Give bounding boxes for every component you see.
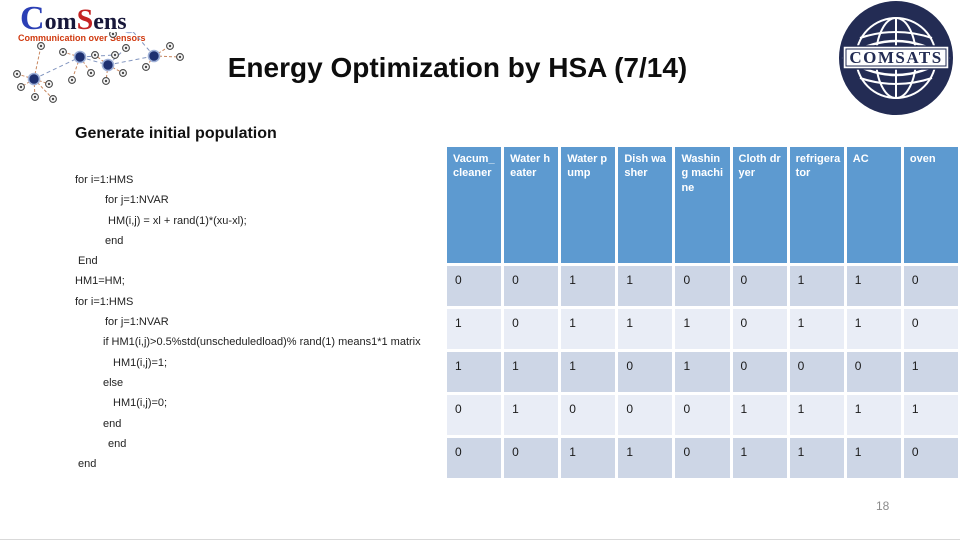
table-header-cell: Water pump: [561, 147, 616, 263]
code-line: for j=1:NVAR: [105, 316, 169, 329]
code-line: for i=1:HMS: [75, 174, 134, 186]
table-cell: 0: [903, 438, 958, 478]
table-cell: 0: [732, 266, 787, 306]
comsats-logo-text: COMSATS: [849, 48, 942, 67]
table-cell: 1: [561, 438, 616, 478]
wordmark-om: om: [44, 9, 77, 35]
slide-title: Energy Optimization by HSA (7/14): [227, 52, 688, 83]
code-line: end: [105, 234, 124, 247]
sensor-network-icon: [13, 32, 184, 103]
code-line: HM1=HM;: [75, 275, 125, 288]
table-cell: 1: [903, 395, 958, 435]
table-header-cell: refrigerator: [789, 147, 844, 263]
table-cell: 1: [732, 395, 787, 435]
table-cell: 1: [447, 309, 502, 349]
table-cell: 0: [675, 395, 730, 435]
table-cell: 0: [561, 395, 616, 435]
table-cell: 1: [789, 395, 844, 435]
section-heading: Generate initial population: [75, 125, 277, 142]
table-cell: 0: [675, 438, 730, 478]
comsats-logo: COMSATS: [839, 1, 953, 115]
table-cell: 0: [846, 352, 901, 392]
table-cell: 1: [789, 438, 844, 478]
table-cell: 1: [789, 266, 844, 306]
wordmark-ens: ens: [93, 9, 127, 35]
code-line: HM1(i,j)=1;: [113, 356, 168, 369]
table-cell: 0: [618, 352, 673, 392]
comsens-wordmark: ComSens: [20, 2, 127, 36]
table-cell: 0: [789, 352, 844, 392]
table-cell: 0: [675, 266, 730, 306]
code-line: for i=1:HMS: [75, 295, 134, 308]
table-header-cell: Washing machine: [675, 147, 730, 263]
table-cell: 0: [447, 266, 502, 306]
page-number: 18: [876, 499, 890, 513]
table-cell: 1: [846, 266, 901, 306]
code-line: HM1(i,j)=0;: [113, 397, 168, 410]
table-header-cell: Dish washer: [618, 147, 673, 263]
table-cell: 1: [846, 309, 901, 349]
table-cell: 1: [846, 395, 901, 435]
table-cell: 1: [675, 352, 730, 392]
table-cell: 1: [846, 438, 901, 478]
table-cell: 1: [561, 309, 616, 349]
table-cell: 1: [732, 438, 787, 478]
wordmark-letter-s: S: [76, 3, 94, 36]
table-cell: 1: [903, 352, 958, 392]
table-header-cell: Water heater: [504, 147, 559, 263]
table-cell: 0: [504, 438, 559, 478]
table-cell: 1: [504, 352, 559, 392]
table-cell: 0: [447, 395, 502, 435]
code-line: end: [103, 417, 122, 430]
table-cell: 0: [903, 266, 958, 306]
table-cell: 1: [504, 395, 559, 435]
table-cell: 1: [675, 309, 730, 349]
code-line: if HM1(i,j)>0.5%std(unscheduledload)% ra…: [103, 336, 421, 349]
code-line: End: [78, 255, 98, 268]
table-header-cell: oven: [903, 147, 958, 263]
code-block: for i=1:HMS for j=1:NVAR HM(i,j) = xl + ra…: [75, 170, 455, 474]
code-line: end: [108, 437, 127, 450]
code-line: HM(i,j) = xl + rand(1)*(xu-xl);: [108, 214, 247, 227]
code-line: for j=1:NVAR: [105, 194, 169, 207]
table-header-cell: AC: [846, 147, 901, 263]
comsens-tagline: Communication over Sensors: [18, 33, 146, 43]
table-cell: 0: [447, 438, 502, 478]
appliance-table: Vacum_cleaner Water heater Water pump Dish …: [447, 147, 958, 478]
table-cell: 1: [618, 266, 673, 306]
wordmark-letter-c: C: [20, 0, 45, 37]
table-header-cell: Vacum_cleaner: [447, 147, 502, 263]
table-header-cell: Cloth dryer: [732, 147, 787, 263]
table-cell: 0: [903, 309, 958, 349]
table-cell: 0: [732, 309, 787, 349]
table-cell: 0: [618, 395, 673, 435]
table-cell: 1: [618, 309, 673, 349]
table-cell: 0: [504, 266, 559, 306]
code-line: end: [78, 458, 97, 471]
table-cell: 1: [561, 266, 616, 306]
table-cell: 0: [732, 352, 787, 392]
table-cell: 1: [618, 438, 673, 478]
comsens-logo: ComSens Communication over Sensors: [8, 2, 186, 120]
table-cell: 1: [447, 352, 502, 392]
table-cell: 1: [789, 309, 844, 349]
table-cell: 0: [504, 309, 559, 349]
code-line: else: [103, 376, 124, 389]
table-cell: 1: [561, 352, 616, 392]
